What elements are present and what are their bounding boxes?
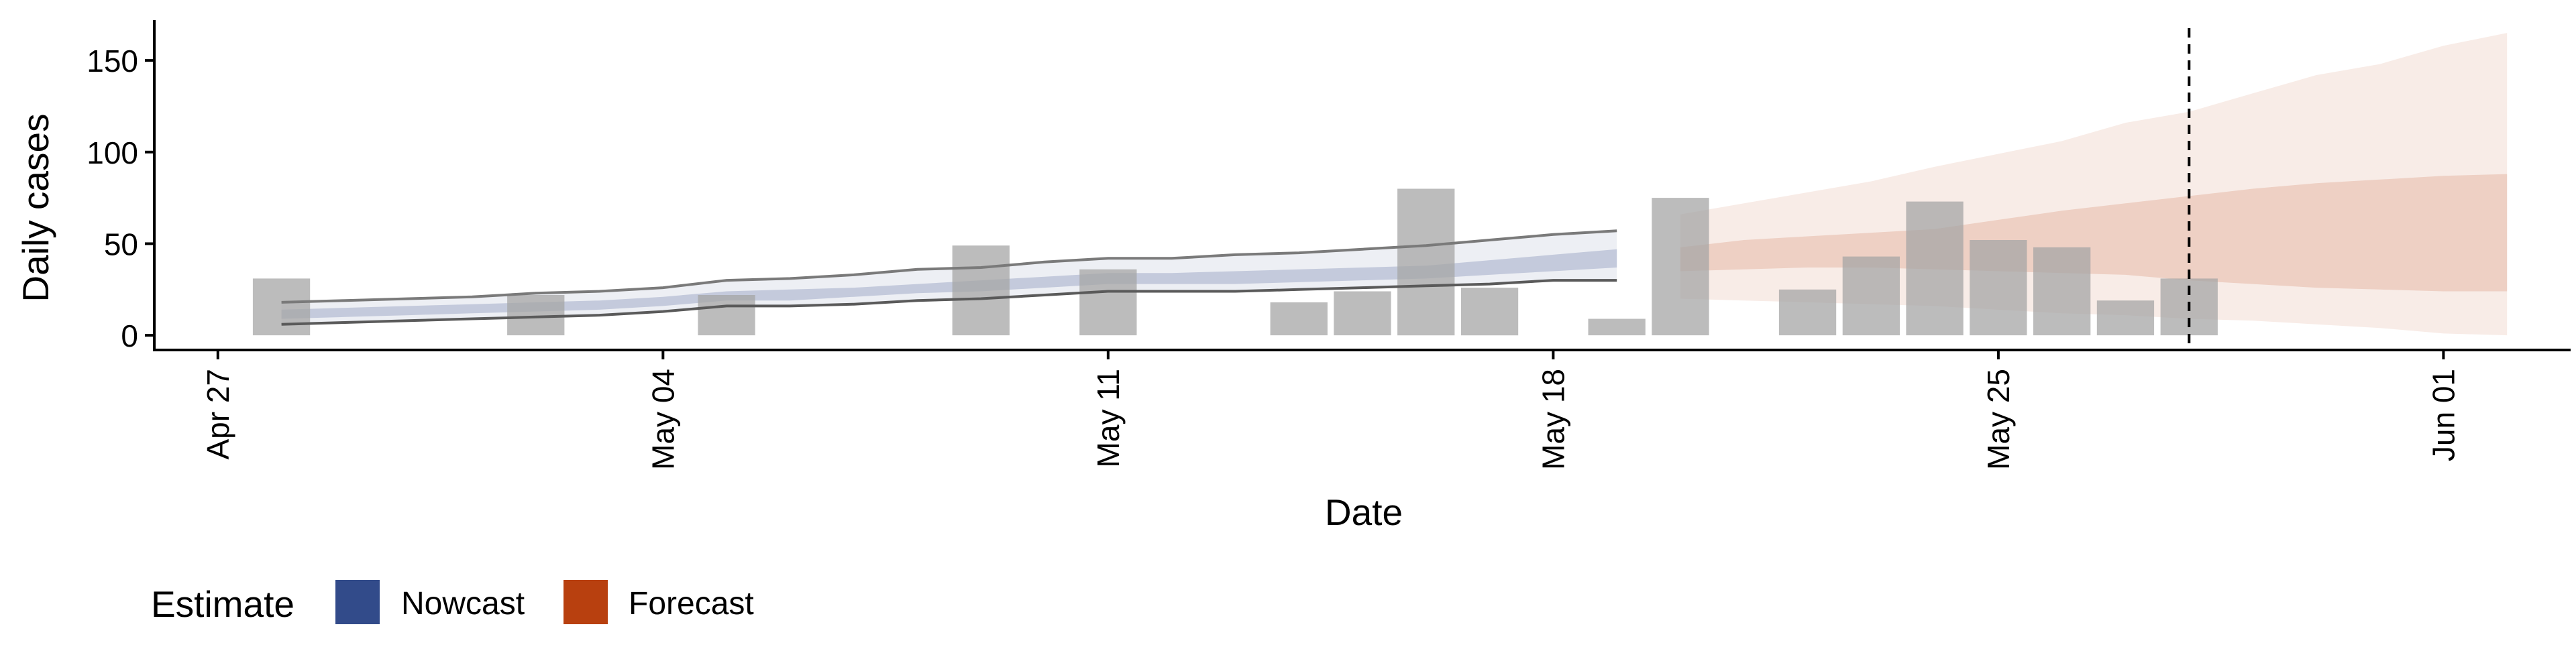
y-tick-label-2: 100 (87, 135, 138, 170)
legend-swatch-nowcast (335, 580, 380, 624)
observed-bar-10 (1652, 198, 1709, 336)
observed-bar-0 (252, 278, 311, 336)
nowcast-band-50 (281, 249, 1617, 319)
y-tick-label-0: 0 (121, 318, 138, 353)
observed-bar-5 (1270, 302, 1328, 336)
observed-bar-3 (952, 245, 1010, 336)
interval-lines (281, 229, 1617, 326)
observed-bars (252, 188, 2218, 336)
legend-title: Estimate (151, 583, 294, 625)
observed-bar-16 (2096, 300, 2155, 336)
y-tick-label-3: 150 (87, 44, 138, 78)
x-tick-label-1: May 04 (645, 369, 680, 470)
x-tick-label-2: May 11 (1091, 369, 1126, 467)
x-tick-label-0: Apr 27 (201, 369, 235, 460)
observed-bar-8 (1460, 288, 1519, 336)
x-tick-label-4: May 25 (1981, 369, 2016, 470)
observed-bar-7 (1397, 188, 1455, 336)
observed-bar-2 (698, 295, 755, 336)
nowcast-upper-line (281, 229, 1617, 304)
x-tick-label-3: May 18 (1536, 369, 1570, 470)
legend-label-forecast: Forecast (629, 586, 754, 622)
y-tick-label-1: 50 (104, 227, 138, 261)
observed-bar-14 (1970, 240, 2027, 336)
observed-bar-11 (1778, 289, 1837, 336)
legend: Estimate Nowcast Forecast (151, 580, 754, 625)
observed-bar-13 (1906, 201, 1964, 336)
x-axis-title: Date (1325, 491, 1403, 533)
observed-bar-12 (1842, 256, 1900, 336)
axes: 0 50 100 150 Apr 27 May 04 May 11 May 18 May 25 J… (87, 20, 2571, 470)
legend-label-nowcast: Nowcast (401, 586, 525, 622)
observed-bar-15 (2033, 247, 2091, 336)
legend-swatch-forecast (564, 580, 608, 624)
y-axis-title: Daily cases (15, 113, 56, 302)
x-tick-label-5: Jun 01 (2426, 369, 2461, 461)
observed-bar-4 (1079, 269, 1137, 336)
observed-bar-9 (1588, 318, 1646, 336)
observed-bar-6 (1334, 291, 1391, 336)
nowcast-lower-line (281, 279, 1617, 326)
